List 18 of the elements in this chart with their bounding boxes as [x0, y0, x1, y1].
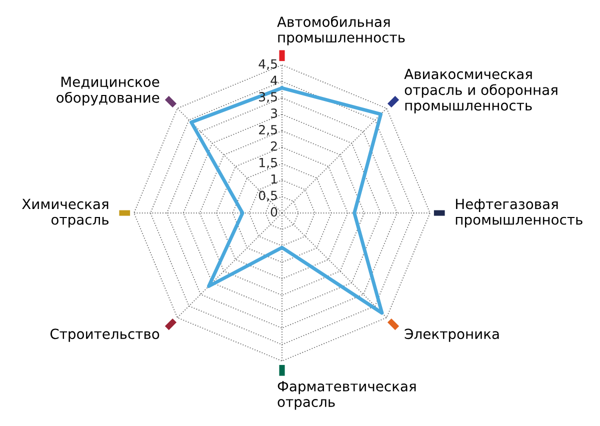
- y-tick-label: 0: [270, 207, 278, 217]
- y-tick-label: 3,5: [259, 92, 277, 103]
- spoke-label: Нефтегазовая промышленность: [456, 198, 582, 228]
- spoke-label: Автомобильная промышленность: [277, 16, 405, 46]
- y-tick-label: 4,5: [258, 59, 277, 70]
- y-tick-label: 4: [270, 76, 278, 85]
- spoke-label: Электроника: [404, 328, 499, 342]
- y-tick-label: 3: [271, 108, 277, 118]
- y-tick-label: 0,5: [258, 190, 277, 202]
- y-tick-label: 2,5: [259, 124, 277, 136]
- spoke-label: Строительство: [50, 328, 160, 342]
- y-tick-label: 2: [270, 141, 277, 151]
- spoke-label: Авиакосмическая отрасль и оборонная промышленность: [404, 68, 558, 114]
- spoke-label: Фарматевтическая отрасль: [278, 381, 416, 410]
- spoke-label: Медицинское оборудование: [56, 76, 160, 106]
- y-tick-label: 1,5: [259, 158, 277, 169]
- y-tick-label: 1: [271, 174, 277, 184]
- spoke-label: Химическая отрасль: [22, 198, 109, 228]
